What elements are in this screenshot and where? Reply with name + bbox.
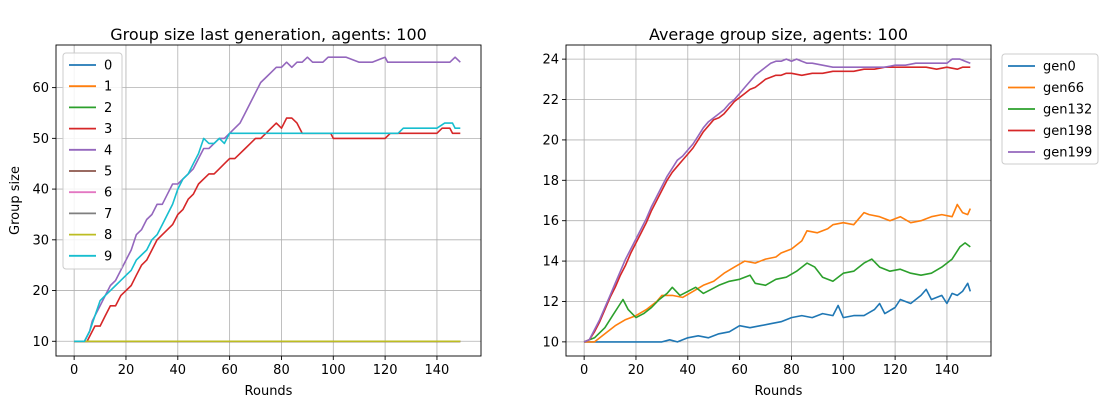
legend-label-gen198: gen198 (1043, 124, 1092, 139)
series-line-gen198 (583, 66, 971, 343)
x-tick-label: 120 (883, 363, 908, 378)
legend-label-9: 9 (104, 249, 112, 264)
x-tick-label: 140 (425, 363, 450, 378)
gridlines (56, 45, 481, 356)
series-line-gen199 (583, 58, 971, 343)
x-tick-label: 20 (118, 363, 135, 378)
legend-label-2: 2 (104, 101, 112, 116)
series-line-3 (74, 117, 461, 343)
legend-label-6: 6 (104, 186, 112, 201)
series-lines (74, 56, 461, 343)
legend-label-gen66: gen66 (1043, 81, 1084, 96)
x-axis-label: Rounds (755, 384, 803, 399)
y-tick-label: 12 (542, 295, 559, 310)
y-tick-label: 14 (542, 255, 559, 270)
x-tick-label: 100 (321, 363, 346, 378)
y-tick-label: 40 (32, 183, 49, 198)
y-tick-label: 10 (32, 335, 49, 350)
y-axis-label: Group size (8, 166, 23, 235)
y-tick-label: 30 (32, 233, 49, 248)
series-line-gen0 (584, 282, 972, 343)
legend-label-gen0: gen0 (1043, 60, 1076, 75)
x-tick-label: 140 (935, 363, 960, 378)
x-tick-label: 20 (628, 363, 645, 378)
x-tick-label: 80 (783, 363, 800, 378)
legend-label-7: 7 (104, 207, 112, 222)
gridlines (566, 45, 991, 356)
legend: gen0 gen66 gen132 gen198 gen199 (1001, 53, 1099, 165)
chart-2: 0 20 40 60 80 100 120 140 10 12 14 16 18 20 22 24 Averag… (542, 25, 1099, 399)
chart-title: Group size last generation, agents: 100 (110, 25, 427, 44)
legend-label-3: 3 (104, 122, 112, 137)
x-tick-label: 40 (170, 363, 187, 378)
legend-label-4: 4 (104, 143, 112, 158)
legend-label-gen199: gen199 (1043, 146, 1092, 161)
y-tick-label: 22 (542, 93, 559, 108)
x-tick-label: 40 (680, 363, 697, 378)
series-line-4 (74, 56, 461, 343)
legend-label-8: 8 (104, 228, 112, 243)
x-axis-label: Rounds (245, 384, 293, 399)
y-tick-label: 50 (32, 132, 49, 147)
series-line-gen132 (583, 242, 971, 343)
y-tick-label: 16 (542, 214, 559, 229)
legend-label-5: 5 (104, 165, 112, 180)
y-tick-label: 24 (542, 53, 559, 68)
x-tick-label: 80 (273, 363, 290, 378)
axes-frame (565, 44, 992, 357)
x-tick-label: 60 (731, 363, 748, 378)
legend-box (1001, 53, 1099, 165)
x-tick-label: 0 (580, 363, 588, 378)
legend-label-gen132: gen132 (1043, 103, 1092, 118)
legend-label-1: 1 (104, 80, 112, 95)
series-lines (583, 58, 972, 343)
x-tick-label: 0 (70, 363, 78, 378)
y-tick-label: 18 (542, 174, 559, 189)
chart-title: Average group size, agents: 100 (649, 25, 908, 44)
y-tick-label: 20 (542, 133, 559, 148)
y-tick-label: 60 (32, 81, 49, 96)
series-line-9 (74, 122, 461, 343)
axes-frame (55, 44, 482, 357)
x-tick-label: 100 (831, 363, 856, 378)
x-tick-label: 60 (221, 363, 238, 378)
legend-label-0: 0 (104, 59, 112, 74)
legend: 0 1 2 3 4 5 6 7 8 9 (62, 52, 123, 270)
x-tick-label: 120 (373, 363, 398, 378)
y-tick-label: 10 (542, 335, 559, 350)
y-tick-label: 20 (32, 284, 49, 299)
